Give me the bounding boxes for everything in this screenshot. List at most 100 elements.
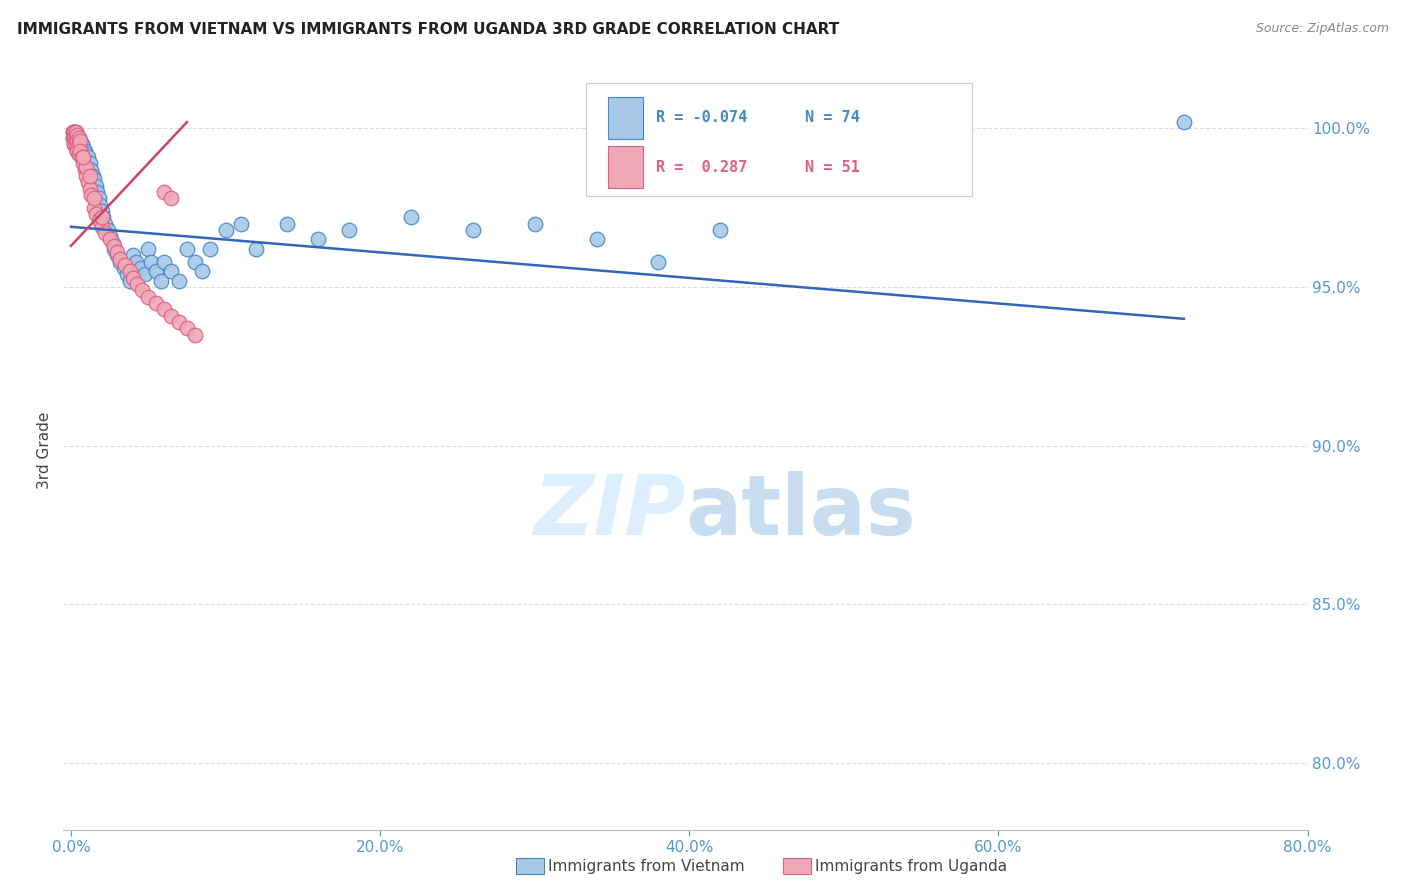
Point (98, 232, 121, 246)
Text: Immigrants from Vietnam: Immigrants from Vietnam (548, 859, 745, 873)
Point (90, 203, 112, 218)
Point (62, 131, 84, 145)
Point (105, 248, 128, 262)
Point (523, 217, 546, 231)
Text: N = 51: N = 51 (804, 160, 859, 175)
Point (72, 140, 94, 154)
Point (115, 268, 138, 282)
Point (121, 248, 143, 262)
Point (66, 134, 89, 148)
Point (160, 309, 183, 323)
Point (66, 134, 89, 148)
Point (79, 182, 101, 196)
Point (75, 146, 97, 161)
Point (73, 144, 96, 158)
Point (70, 150, 93, 164)
Point (84, 178, 107, 193)
Point (70, 150, 93, 164)
Point (118, 264, 141, 278)
Point (80, 188, 103, 202)
Y-axis label: 3rd Grade: 3rd Grade (37, 412, 52, 489)
Point (136, 242, 159, 256)
Point (67, 137, 90, 152)
Point (103, 239, 125, 253)
Point (183, 254, 205, 268)
Point (84, 207, 107, 221)
Point (72, 153, 94, 168)
Point (66, 144, 89, 158)
Point (66, 128, 89, 142)
Point (62, 125, 84, 139)
Point (307, 232, 329, 246)
Point (62, 125, 84, 139)
Point (79, 156, 101, 170)
Point (152, 185, 174, 199)
Point (127, 277, 149, 291)
Point (149, 274, 172, 288)
Point (134, 268, 156, 282)
Point (63, 137, 86, 152)
Point (245, 242, 267, 256)
Point (63, 125, 86, 139)
Point (90, 219, 112, 234)
Point (399, 211, 422, 225)
Point (75, 160, 97, 174)
Point (63, 131, 86, 145)
Point (66, 144, 89, 158)
Text: ZIP: ZIP (533, 471, 686, 551)
Text: IMMIGRANTS FROM VIETNAM VS IMMIGRANTS FROM UGANDA 3RD GRADE CORRELATION CHART: IMMIGRANTS FROM VIETNAM VS IMMIGRANTS FR… (17, 22, 839, 37)
Point (75, 160, 97, 174)
Point (647, 254, 669, 268)
Text: R =  0.287: R = 0.287 (655, 160, 747, 175)
Point (87, 191, 110, 205)
Point (136, 290, 159, 304)
Point (337, 223, 360, 237)
Point (83, 172, 105, 186)
Point (167, 274, 190, 288)
Point (129, 261, 152, 276)
Point (141, 254, 163, 268)
Point (101, 235, 124, 250)
Point (112, 261, 135, 276)
Point (145, 296, 167, 310)
Point (176, 321, 198, 335)
Point (67, 146, 90, 161)
Point (66, 128, 89, 142)
Point (67, 131, 90, 145)
Point (131, 283, 153, 297)
Point (67, 131, 90, 145)
Bar (609, 97, 643, 139)
Point (69, 144, 91, 158)
Text: Immigrants from Uganda: Immigrants from Uganda (815, 859, 1008, 873)
FancyBboxPatch shape (586, 83, 972, 196)
Point (214, 223, 236, 237)
Point (65, 137, 87, 152)
Point (69, 144, 91, 158)
Point (461, 223, 484, 237)
Text: Source: ZipAtlas.com: Source: ZipAtlas.com (1256, 22, 1389, 36)
Point (83, 191, 105, 205)
Point (709, 223, 731, 237)
Point (79, 169, 101, 183)
Point (1173, 115, 1195, 129)
Point (65, 125, 87, 139)
Point (73, 156, 96, 170)
Text: N = 74: N = 74 (804, 111, 859, 126)
Point (90, 211, 112, 225)
Point (110, 254, 132, 268)
Point (67, 146, 90, 161)
Point (80, 162, 103, 177)
Point (70, 137, 93, 152)
Point (145, 264, 167, 278)
Point (87, 213, 110, 227)
Point (89, 197, 111, 211)
Point (65, 140, 87, 154)
Point (63, 131, 86, 145)
Point (63, 125, 86, 139)
Point (152, 254, 174, 268)
Point (98, 229, 121, 244)
Point (65, 128, 87, 142)
Point (65, 125, 87, 139)
Point (183, 327, 205, 342)
Point (86, 185, 108, 199)
